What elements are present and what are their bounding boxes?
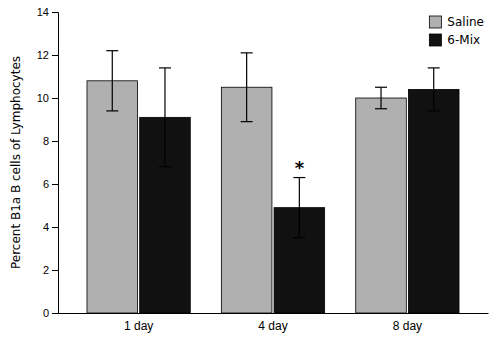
tick-mark: [52, 270, 58, 271]
legend-swatch: [429, 34, 441, 46]
plot: 0 2 4 6 8 10 12 14 1 day 4 day 8 day * Saline 6-Mix: [37, 6, 489, 333]
tick-label: 12: [37, 49, 49, 61]
error-line: [380, 87, 381, 109]
tick-mark: [52, 184, 58, 185]
x-axis: 1 day 4 day 8 day: [59, 314, 489, 333]
tick: 4: [43, 221, 58, 233]
error-bar: [106, 51, 118, 111]
error-cap: [106, 110, 118, 111]
error-line: [164, 68, 165, 167]
bar: [356, 98, 407, 313]
error-cap: [428, 110, 440, 111]
tick: 4 day: [258, 319, 287, 333]
tick: 12: [37, 49, 58, 61]
y-axis: 0 2 4 6 8 10 12 14: [37, 6, 59, 319]
legend: Saline 6-Mix: [429, 15, 484, 47]
tick-label: 10: [37, 92, 49, 104]
error-cap: [241, 121, 253, 122]
bar: [408, 89, 459, 313]
tick-label: 8: [43, 135, 49, 147]
error-bar: [159, 68, 171, 167]
series: [87, 51, 406, 313]
tick-label: 0: [43, 307, 49, 319]
error-line: [299, 178, 300, 238]
axis-line: [52, 13, 59, 314]
legend-item: Saline: [429, 15, 484, 29]
error-cap: [106, 50, 118, 51]
error-bar: [293, 178, 305, 238]
legend-label: Saline: [447, 15, 484, 29]
error-line: [112, 51, 113, 111]
tick-label: 8 day: [393, 319, 422, 333]
tick: 1 day: [124, 319, 153, 333]
tick-label: 4: [43, 221, 49, 233]
error-cap: [293, 237, 305, 238]
tick-label: 1 day: [124, 319, 153, 333]
tick-mark: [52, 98, 58, 99]
legend-label: 6-Mix: [447, 33, 480, 47]
tick-label: 14: [37, 6, 49, 18]
error-cap: [428, 67, 440, 68]
tick-mark: [52, 55, 58, 56]
annotation: *: [295, 157, 305, 178]
series: [140, 68, 459, 313]
tick: 10: [37, 92, 58, 104]
error-cap: [375, 108, 387, 109]
error-bar: [375, 87, 387, 109]
tick-label: 6: [43, 178, 49, 190]
bar: [221, 87, 272, 313]
error-line: [246, 53, 247, 122]
error-bar: [241, 53, 253, 122]
chart: 0 2 4 6 8 10 12 14 1 day 4 day 8 day * Saline 6-Mix Pe…: [0, 0, 500, 343]
error-cap: [159, 67, 171, 68]
bar: [87, 81, 138, 313]
error-cap: [159, 166, 171, 167]
tick-mark: [52, 313, 58, 314]
tick: 2: [43, 264, 58, 276]
legend-item: 6-Mix: [429, 33, 480, 47]
tick: 14: [37, 6, 58, 18]
tick: 8 day: [393, 319, 422, 333]
tick-mark: [52, 141, 58, 142]
tick: 6: [43, 178, 58, 190]
y-axis-title: Percent B1a B cells of Lymphocytes: [9, 56, 23, 269]
tick-label: 2: [43, 264, 49, 276]
tick-mark: [52, 227, 58, 228]
tick: 8: [43, 135, 58, 147]
error-cap: [241, 52, 253, 53]
axis-line: [59, 313, 489, 314]
legend-swatch: [429, 16, 441, 28]
chart-container: 0 2 4 6 8 10 12 14 1 day 4 day 8 day * Saline 6-Mix Pe…: [0, 0, 500, 343]
error-bar: [428, 68, 440, 111]
tick-mark: [52, 12, 58, 13]
error-cap: [375, 87, 387, 88]
tick-label: 4 day: [258, 319, 287, 333]
error-line: [433, 68, 434, 111]
bars: [87, 51, 459, 313]
tick: 0: [43, 307, 58, 319]
